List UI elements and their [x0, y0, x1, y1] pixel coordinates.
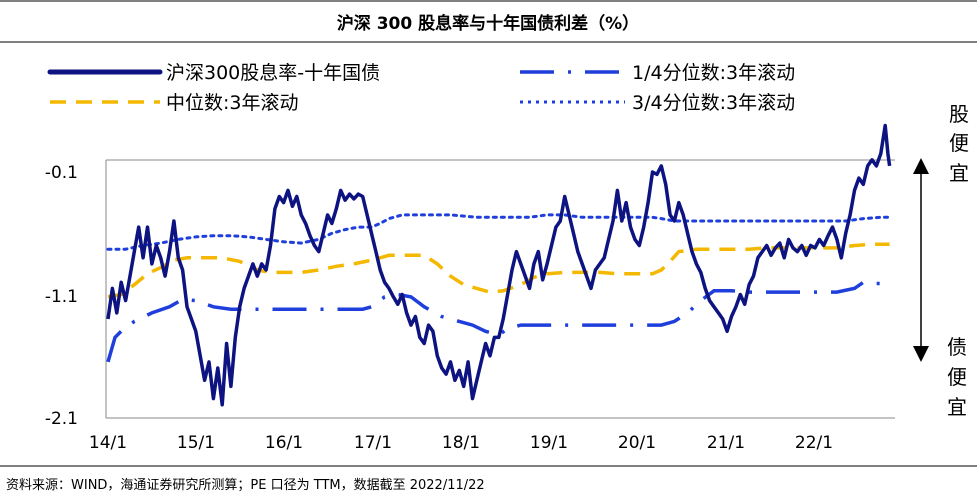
series-line-q1 [106, 280, 890, 363]
series-line-q3 [106, 213, 892, 251]
annotation-top-char: 宜 [949, 161, 969, 185]
source-note: 资料来源：WIND，海通证券研究所测算；PE 口径为 TTM，数据截至 2022… [6, 477, 485, 493]
series-line-median [107, 242, 890, 299]
series-line-spread [106, 123, 892, 407]
x-tick-label: 20/1 [618, 433, 656, 453]
x-tick-label: 17/1 [354, 433, 392, 453]
chart-title: 沪深 300 股息率与十年国债利差（%） [337, 13, 639, 34]
legend-label-q3: 3/4分位数:3年滚动 [632, 92, 795, 114]
y-tick-label: -0.1 [45, 163, 78, 183]
x-tick-label: 22/1 [795, 433, 833, 453]
annotation-bottom-char: 债 [947, 335, 967, 359]
x-tick-label: 21/1 [707, 433, 745, 453]
annotation-top-char: 便 [949, 131, 969, 155]
arrow-up-icon [913, 158, 929, 174]
x-tick-label: 19/1 [530, 433, 568, 453]
x-tick-label: 16/1 [265, 433, 303, 453]
x-tick-label: 14/1 [89, 433, 127, 453]
y-tick-label: -1.1 [45, 287, 78, 307]
plot-area [105, 159, 895, 419]
legend: 沪深300股息率-十年国债 1/4分位数:3年滚动 中位数:3年滚动 3/4分位… [47, 62, 795, 114]
arrow-down-icon [913, 346, 929, 362]
annotation-bottom-char: 便 [947, 365, 967, 389]
y-tick-label: -2.1 [45, 409, 78, 429]
legend-label-median: 中位数:3年滚动 [166, 92, 299, 114]
legend-label-spread: 沪深300股息率-十年国债 [166, 62, 380, 84]
annotation-top-char: 股 [949, 102, 969, 126]
legend-label-q1: 1/4分位数:3年滚动 [632, 62, 795, 84]
x-tick-label: 15/1 [177, 433, 215, 453]
series-layer [106, 123, 892, 407]
annotation-bottom-char: 宜 [947, 395, 967, 419]
valuation-annotation: 股 便 宜 债 便 宜 [913, 102, 969, 419]
x-tick-label: 18/1 [442, 433, 480, 453]
